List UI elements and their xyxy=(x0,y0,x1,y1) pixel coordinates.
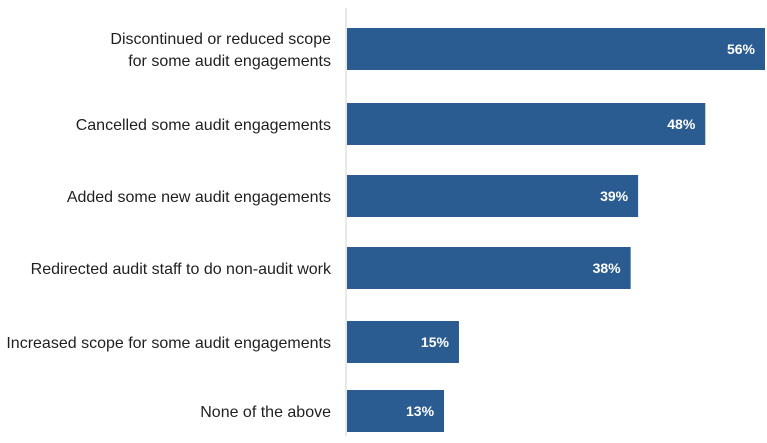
bar xyxy=(347,390,445,432)
bar-value-label: 15% xyxy=(421,334,450,350)
category-label-line: None of the above xyxy=(200,404,331,421)
bar-value-label: 13% xyxy=(406,403,435,419)
bar xyxy=(347,321,459,363)
bar-value-label: 48% xyxy=(667,116,696,132)
category-label: Discontinued or reduced scope for some au… xyxy=(110,31,331,70)
bar xyxy=(347,175,639,217)
category-label: None of the above xyxy=(200,404,331,421)
category-label-line: for some audit engagements xyxy=(128,53,331,70)
category-label: Redirected audit staff to do non-audit w… xyxy=(31,261,332,278)
bar-value-label: 39% xyxy=(600,188,629,204)
bar-value-label: 56% xyxy=(727,41,756,57)
category-label-line: Discontinued or reduced scope xyxy=(110,31,331,48)
bar xyxy=(347,103,706,145)
category-labels-group: Discontinued or reduced scope for some au… xyxy=(6,31,332,421)
bar-value-label: 38% xyxy=(593,260,622,276)
category-label: Increased scope for some audit engagemen… xyxy=(6,335,331,352)
bar xyxy=(347,28,765,70)
category-label-line: Cancelled some audit engagements xyxy=(76,117,331,134)
category-label-line: Increased scope for some audit engagemen… xyxy=(6,335,331,352)
category-label: Added some new audit engagements xyxy=(67,189,331,206)
category-label-line: Added some new audit engagements xyxy=(67,189,331,206)
bar xyxy=(347,247,631,289)
bars-group: 56% 48% 39% 38% 15% 13% xyxy=(347,28,765,432)
category-label: Cancelled some audit engagements xyxy=(76,117,331,134)
category-label-line: Redirected audit staff to do non-audit w… xyxy=(31,261,332,278)
